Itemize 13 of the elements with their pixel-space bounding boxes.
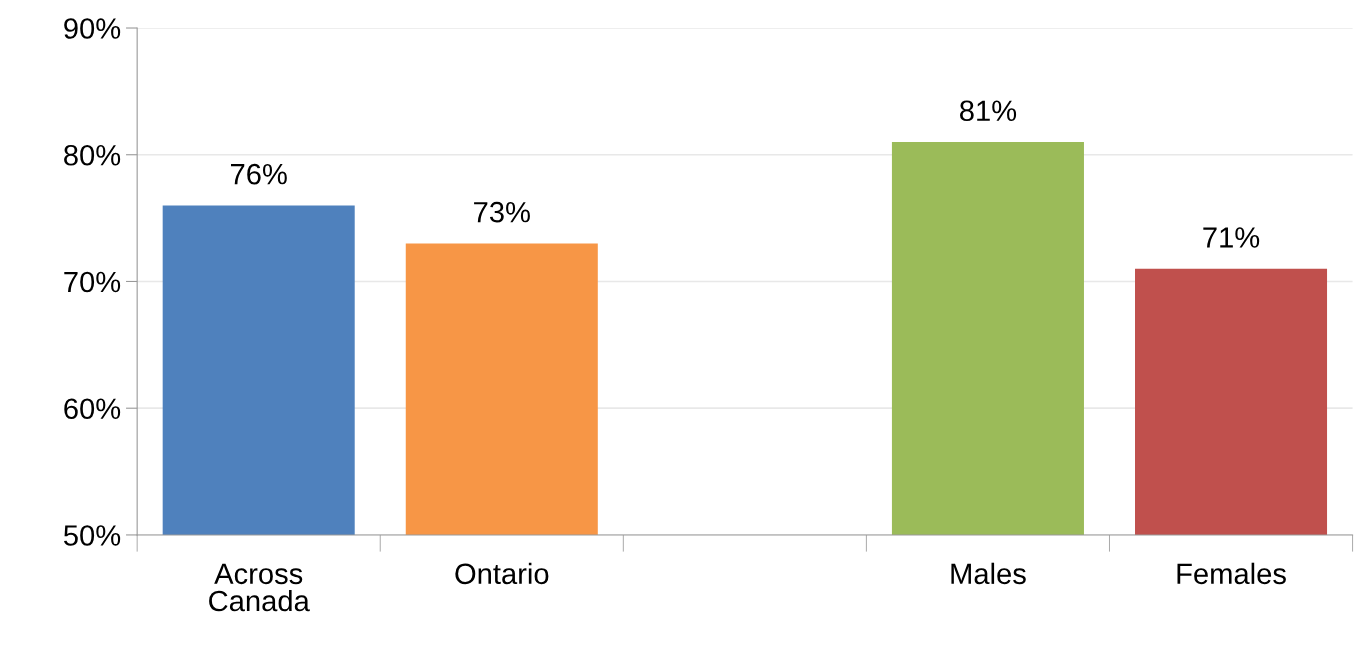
data-label: 81% <box>960 100 1017 122</box>
x-tick-label: Females <box>1177 562 1286 585</box>
y-tick-label: 60% <box>64 398 121 420</box>
y-tick-label: 50% <box>63 525 121 546</box>
y-tick-label: 90% <box>64 18 121 39</box>
x-tick-label: Across Canada <box>209 563 310 612</box>
data-label: 71% <box>1203 227 1260 248</box>
data-label: 76% <box>231 163 287 185</box>
data-label: 73% <box>474 201 530 223</box>
x-tick-label: Ontario <box>455 562 549 585</box>
x-tick-label: Males <box>951 562 1026 585</box>
y-tick-label: 80% <box>64 144 121 166</box>
y-tick-label: 70% <box>64 271 121 293</box>
